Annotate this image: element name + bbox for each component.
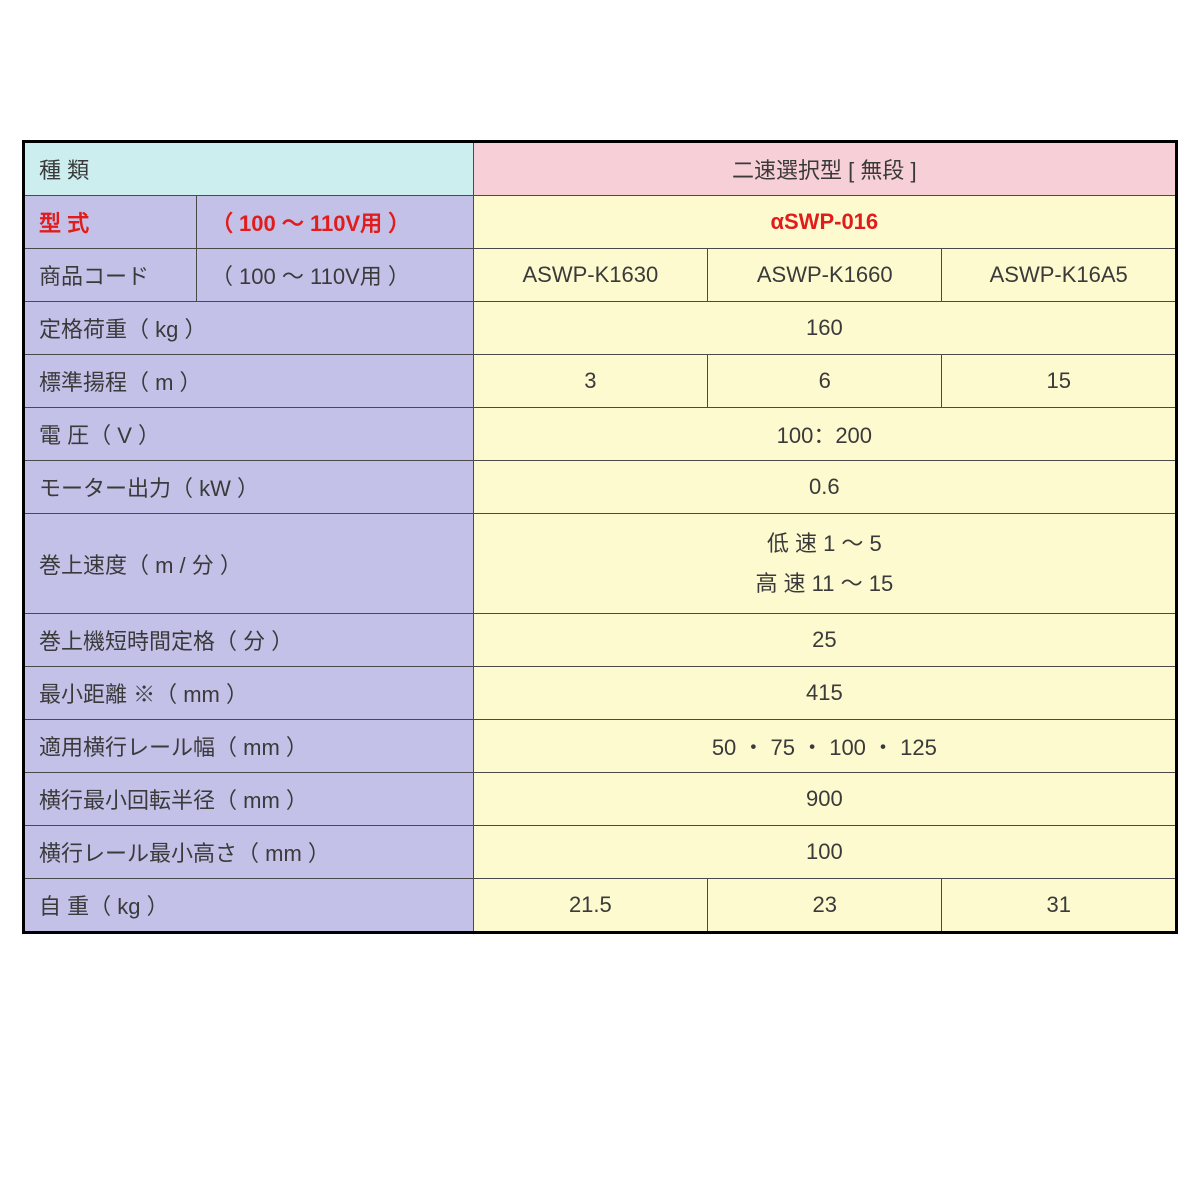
- spec-table: 種 類二速選択型 [ 無段 ] 型 式（ 100 ～ 110V用 ）αSWP-01…: [22, 140, 1178, 934]
- code-note: （ 100 ～ 110V用 ）: [196, 249, 473, 302]
- row-value-8: 900: [473, 773, 1176, 826]
- row-value-1-1: 6: [708, 355, 942, 408]
- row-value-5: 25: [473, 614, 1176, 667]
- model-note: （ 100 ～ 110V用 ）: [196, 196, 473, 249]
- row-value-1-0: 3: [473, 355, 707, 408]
- row-label-7: 適用横行レール幅（ mm ）: [24, 720, 474, 773]
- code-label: 商品コード: [24, 249, 197, 302]
- row-label-1: 標準揚程（ m ）: [24, 355, 474, 408]
- row-value-10-1: 23: [708, 879, 942, 933]
- row-value-0: 160: [473, 302, 1176, 355]
- row-value-4: 低 速 1 ～ 5高 速 11 ～ 15: [473, 514, 1176, 614]
- row-label-2: 電 圧（ V ）: [24, 408, 474, 461]
- row-value-10-2: 31: [942, 879, 1177, 933]
- code-1: ASWP-K1660: [708, 249, 942, 302]
- model-value: αSWP-016: [473, 196, 1176, 249]
- code-2: ASWP-K16A5: [942, 249, 1177, 302]
- row-value-6: 415: [473, 667, 1176, 720]
- row-label-4: 巻上速度（ m / 分 ）: [24, 514, 474, 614]
- row-label-9: 横行レール最小高さ（ mm ）: [24, 826, 474, 879]
- row-label-6: 最小距離 ※（ mm ）: [24, 667, 474, 720]
- row-value-9: 100: [473, 826, 1176, 879]
- model-label: 型 式: [24, 196, 197, 249]
- row-label-8: 横行最小回転半径（ mm ）: [24, 773, 474, 826]
- row-label-5: 巻上機短時間定格（ 分 ）: [24, 614, 474, 667]
- row-value-3: 0.6: [473, 461, 1176, 514]
- row-value-7: 50 ・ 75 ・ 100 ・ 125: [473, 720, 1176, 773]
- code-0: ASWP-K1630: [473, 249, 707, 302]
- row-label-0: 定格荷重（ kg ）: [24, 302, 474, 355]
- row-label-3: モーター出力（ kW ）: [24, 461, 474, 514]
- row-value-1-2: 15: [942, 355, 1177, 408]
- header-type-value: 二速選択型 [ 無段 ]: [473, 142, 1176, 196]
- row-value-10-0: 21.5: [473, 879, 707, 933]
- header-type-label: 種 類: [24, 142, 474, 196]
- row-value-2: 100：200: [473, 408, 1176, 461]
- row-label-10: 自 重（ kg ）: [24, 879, 474, 933]
